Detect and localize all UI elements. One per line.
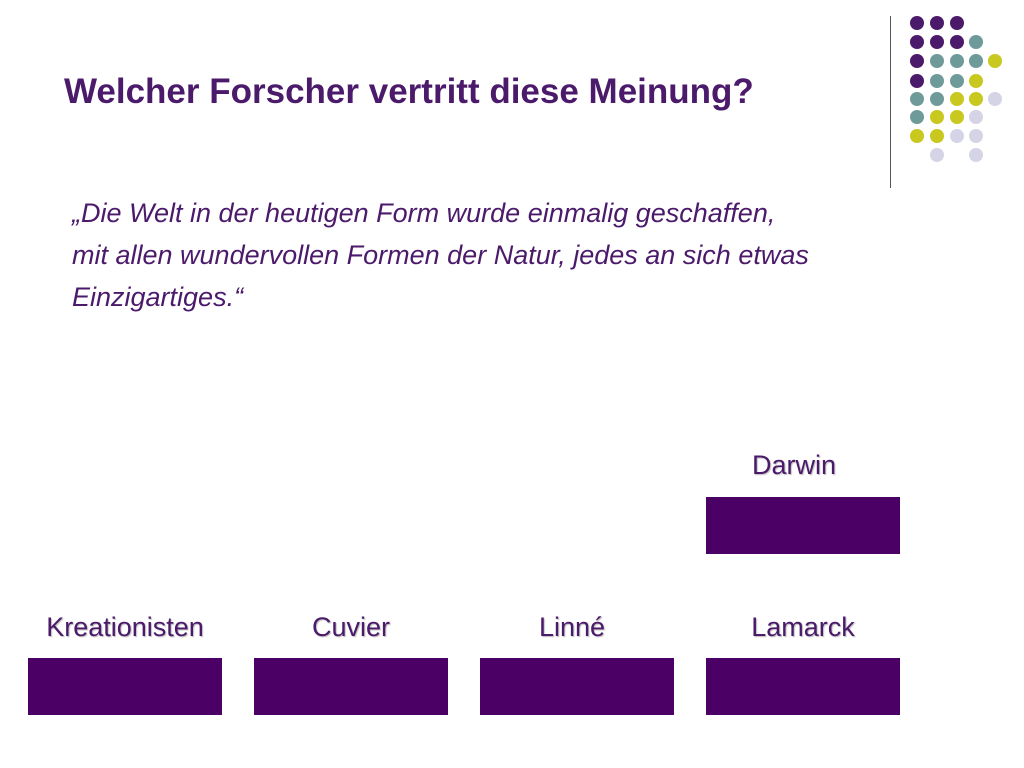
dot [950, 129, 964, 143]
quote-text: „Die Welt in der heutigen Form wurde ein… [72, 198, 809, 312]
dot [969, 110, 983, 124]
dot [969, 54, 983, 68]
option-label-lamarck: Lamarck [751, 612, 855, 642]
option-label-kreationisten: Kreationisten [46, 612, 204, 642]
answer-button-darwin[interactable] [706, 497, 900, 554]
dot [910, 35, 924, 49]
dot [930, 110, 944, 124]
dot [910, 54, 924, 68]
dot [969, 92, 983, 106]
option-label-cuvier: Cuvier [311, 612, 391, 642]
option-label-darwin: Darwin [751, 450, 837, 480]
dot [988, 92, 1002, 106]
answer-button-kreationisten[interactable] [28, 658, 222, 715]
answer-button-linne[interactable] [480, 658, 674, 715]
dot [950, 74, 964, 88]
dot [910, 129, 924, 143]
dot [930, 16, 944, 30]
dot [930, 74, 944, 88]
dot [930, 54, 944, 68]
slide-title: Welcher Forscher vertritt diese Meinung? [64, 72, 754, 111]
dot [930, 129, 944, 143]
answer-button-cuvier[interactable] [254, 658, 448, 715]
dot [988, 54, 1002, 68]
dot [969, 148, 983, 162]
dot [910, 92, 924, 106]
divider-line [890, 16, 891, 188]
dot [910, 110, 924, 124]
dot [950, 35, 964, 49]
dot [950, 16, 964, 30]
dot [930, 148, 944, 162]
dot [930, 35, 944, 49]
dot [969, 35, 983, 49]
dot [950, 54, 964, 68]
answer-button-lamarck[interactable] [706, 658, 900, 715]
dot [950, 110, 964, 124]
option-label-linne: Linné [538, 612, 606, 642]
dot [910, 74, 924, 88]
dot [969, 74, 983, 88]
dot [969, 129, 983, 143]
dot [910, 16, 924, 30]
dot [950, 92, 964, 106]
dot [930, 92, 944, 106]
